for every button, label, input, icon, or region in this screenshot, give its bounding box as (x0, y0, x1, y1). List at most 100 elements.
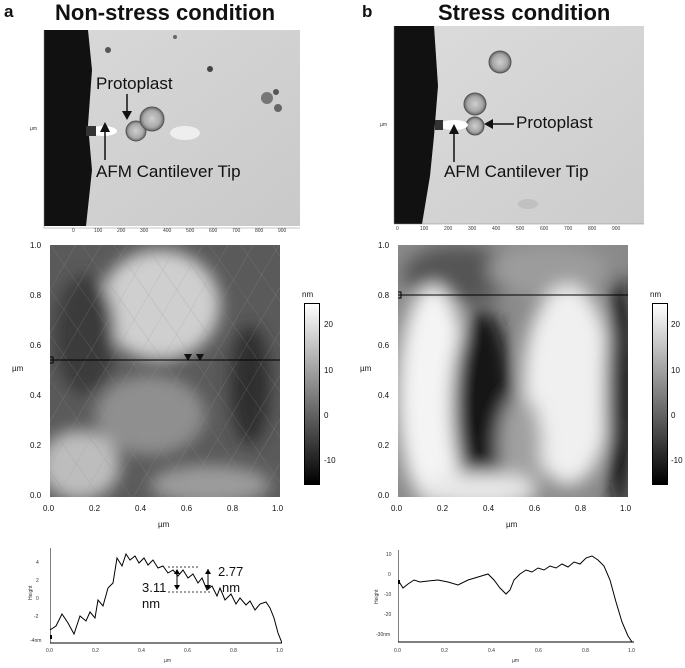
micrograph-x-tick: 200 (444, 226, 453, 232)
profile-y-tick: -2 (34, 614, 39, 620)
color-scale-bar (304, 303, 320, 485)
afm-x-tick: 0.4 (483, 504, 495, 513)
afm-y-tick: 0.8 (378, 291, 390, 300)
afm-x-tick: 0.2 (89, 504, 101, 513)
micrograph-x-tick: 900 (612, 226, 621, 232)
annotation-right-value: 2.77 (218, 564, 244, 579)
annotation-right-unit: nm (222, 580, 241, 595)
scale-tick: 10 (324, 366, 333, 375)
afm-y-tick: 1.0 (378, 241, 390, 250)
profile-y-tick: -20 (384, 612, 392, 618)
afm-x-tick: 0.0 (43, 504, 55, 513)
afm-y-tick: 0.2 (378, 441, 390, 450)
profile-x-tick: 0.4 (488, 648, 495, 654)
protoplast-arrow-icon (484, 119, 514, 129)
height-profile-non-stress (50, 548, 282, 644)
afm-x-tick: 1.0 (272, 504, 284, 513)
afm-image-non-stress (50, 245, 280, 497)
afm-y-tick: 0.6 (30, 341, 42, 350)
micrograph-x-tick: 400 (492, 226, 501, 232)
afm-y-tick: 1.0 (30, 241, 42, 250)
afm-y-tick: 0.8 (30, 291, 42, 300)
profile-y-tick: -30nm (376, 632, 391, 638)
afm-x-tick: 0.2 (437, 504, 449, 513)
scale-tick: 0 (324, 411, 329, 420)
micrograph-non-stress: µm 0 100 200 300 400 500 600 700 800 900 (30, 30, 300, 235)
afm-x-tick: 1.0 (620, 504, 632, 513)
profile-x-tick: 0.8 (230, 648, 237, 654)
scale-tick: -10 (671, 456, 683, 465)
cantilever-tip-label: AFM Cantilever Tip (444, 162, 589, 181)
profile-x-tick: 0.0 (46, 648, 53, 654)
micrograph-x-tick: 300 (140, 228, 149, 234)
afm-x-tick: 0.8 (227, 504, 239, 513)
profile-x-tick: 0.2 (92, 648, 99, 654)
scale-tick: 20 (671, 320, 680, 329)
micrograph-x-tick: 400 (163, 228, 172, 234)
micrograph-x-tick: 700 (232, 228, 241, 234)
panel-letter-a: a (4, 2, 14, 21)
profile-y-tick: -10 (384, 592, 392, 598)
micrograph-x-tick: 800 (255, 228, 264, 234)
micrograph-x-tick: 100 (420, 226, 429, 232)
profile-x-tick: 1.0 (276, 648, 283, 654)
micrograph-x-tick: 900 (278, 228, 287, 234)
afm-y-label: µm (360, 364, 372, 373)
protoplast-label: Protoplast (96, 74, 173, 93)
afm-image-stress (398, 245, 628, 497)
scale-tick: -10 (324, 456, 336, 465)
micrograph-stress-image (393, 26, 644, 225)
profile-x-tick: 0.0 (394, 648, 401, 654)
scale-tick: 0 (671, 411, 676, 420)
afm-x-tick: 0.8 (575, 504, 587, 513)
micrograph-x-tick: 500 (186, 228, 195, 234)
height-profile-stress (398, 550, 634, 643)
color-scale-bar (652, 303, 668, 485)
profile-y-tick: 0 (36, 596, 39, 602)
micrograph-non-stress-image (43, 30, 300, 229)
tip-arrow-icon (100, 122, 110, 160)
afm-y-label: µm (12, 364, 24, 373)
afm-x-tick: 0.6 (181, 504, 193, 513)
profile-y-tick: -4nm (30, 638, 42, 644)
scale-unit: nm (302, 290, 314, 299)
protoplast-arrow-icon (122, 94, 132, 120)
profile-x-label: µm (512, 658, 520, 664)
profile-x-tick: 1.0 (628, 648, 635, 654)
scale-tick: 10 (671, 366, 680, 375)
micrograph-x-tick: 200 (117, 228, 126, 234)
afm-y-tick: 0.0 (30, 491, 42, 500)
annotation-left-value: 3.11 (142, 580, 167, 595)
afm-y-tick: 0.6 (378, 341, 390, 350)
afm-y-tick: 0.4 (30, 391, 42, 400)
micrograph-x-tick: 0 (72, 228, 75, 234)
micrograph-x-tick: 600 (209, 228, 218, 234)
afm-x-tick: 0.6 (529, 504, 541, 513)
micrograph-stress: µm 0 100 200 300 400 500 600 700 800 900 (378, 26, 644, 234)
afm-x-tick: 0.4 (135, 504, 147, 513)
micrograph-x-tick: 0 (396, 226, 399, 232)
profile-y-tick: 0 (388, 572, 391, 578)
tip-arrow-icon (449, 124, 459, 162)
profile-y-label: Height (28, 585, 34, 600)
micrograph-x-tick: 300 (468, 226, 477, 232)
afm-y-tick: 0.4 (378, 391, 390, 400)
micrograph-x-tick: 600 (540, 226, 549, 232)
profile-y-tick: 2 (36, 578, 39, 584)
profile-y-tick: 4 (36, 560, 39, 566)
profile-x-tick: 0.4 (138, 648, 145, 654)
micrograph-y-unit: µm (380, 122, 388, 128)
protoplast-label: Protoplast (516, 113, 593, 132)
micrograph-x-tick: 500 (516, 226, 525, 232)
annotation-left-unit: nm (142, 596, 161, 611)
panel-letter-b: b (362, 2, 373, 21)
profile-x-tick: 0.8 (582, 648, 589, 654)
afm-x-tick: 0.0 (391, 504, 403, 513)
micrograph-x-tick: 700 (564, 226, 573, 232)
panel-b-title: Stress condition (438, 0, 611, 25)
profile-x-label: µm (164, 658, 172, 664)
afm-x-label: µm (158, 520, 170, 529)
micrograph-y-unit: µm (30, 126, 38, 132)
profile-y-tick: 10 (386, 552, 392, 558)
afm-y-tick: 0.0 (378, 491, 390, 500)
